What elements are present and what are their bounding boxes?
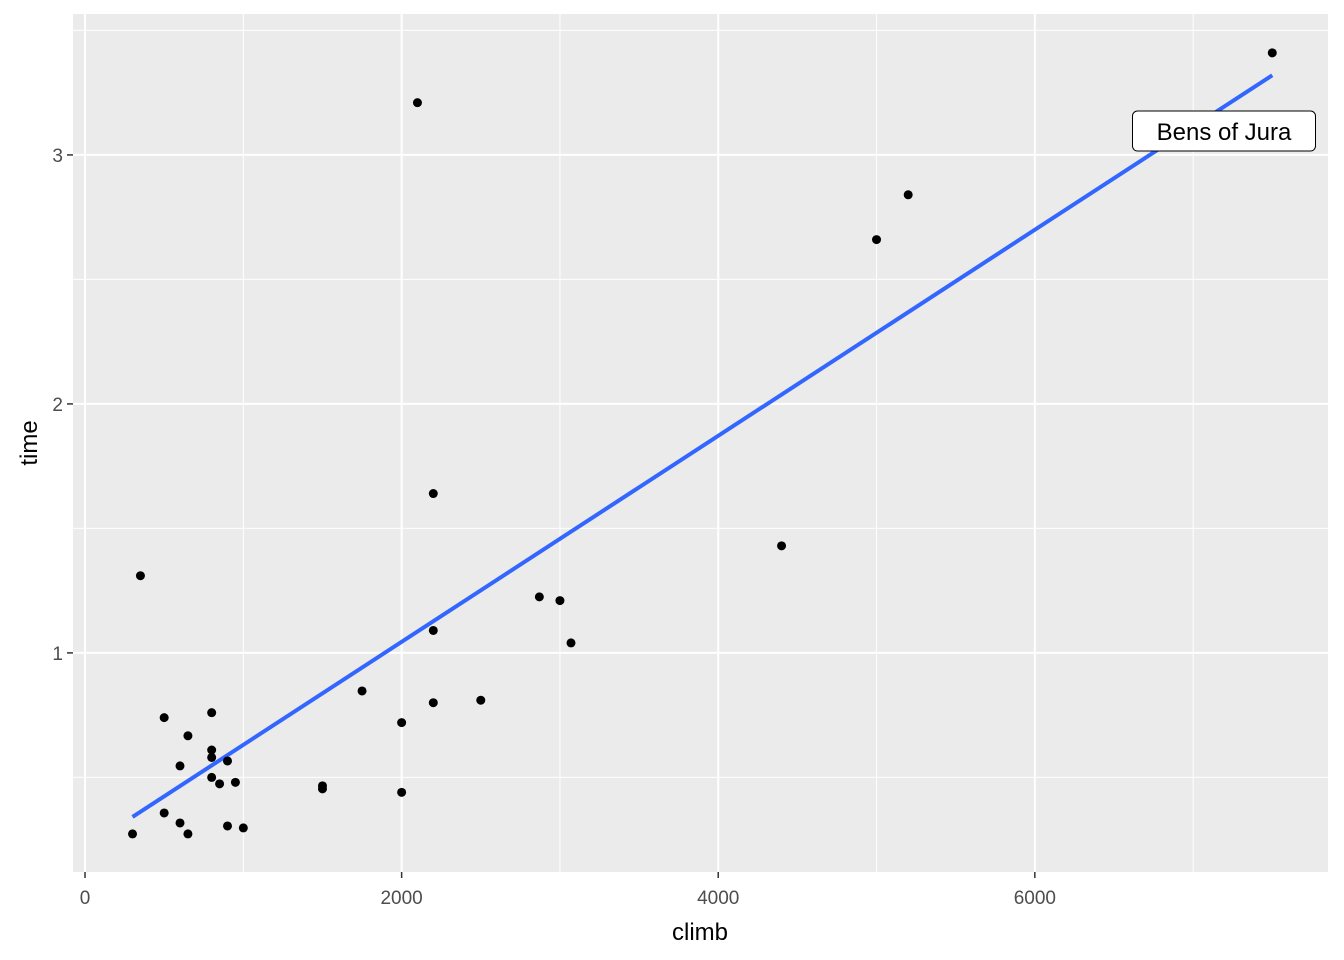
x-axis-title: climb (672, 919, 728, 946)
data-point (1267, 48, 1277, 58)
y-axis-title: time (16, 420, 43, 465)
x-tick-label: 4000 (697, 888, 739, 909)
data-point (207, 752, 217, 762)
plot-panel (73, 14, 1328, 872)
x-tick-label: 2000 (380, 888, 422, 909)
data-point (903, 190, 913, 200)
x-tick-label: 6000 (1014, 888, 1056, 909)
data-point (428, 625, 438, 635)
data-point (428, 698, 438, 708)
data-point (215, 779, 225, 789)
data-point (223, 821, 233, 831)
data-point (175, 761, 185, 771)
data-point (238, 823, 248, 833)
data-point (207, 772, 217, 782)
axes: 0 2000 4000 6000 1 2 3 (52, 146, 1056, 909)
data-point (223, 756, 233, 766)
annotations: Bens of Jura (1131, 110, 1316, 152)
data-point (230, 777, 240, 787)
data-point (183, 731, 193, 741)
data-point (159, 808, 169, 818)
annotation-label-box (1131, 110, 1316, 152)
data-point (397, 787, 407, 797)
fit-line-group (131, 73, 1274, 819)
data-point (412, 98, 422, 108)
data-point (555, 596, 565, 606)
data-point (135, 571, 145, 581)
data-point (317, 784, 327, 794)
y-tick-label: 1 (52, 644, 63, 665)
data-point (207, 745, 217, 755)
annotation-label: Bens of Jura (1157, 119, 1292, 146)
data-point (476, 695, 486, 705)
data-point (357, 686, 367, 696)
data-point (183, 829, 193, 839)
data-point (207, 708, 217, 718)
data-point (428, 489, 438, 499)
data-point (566, 638, 576, 648)
y-tick-label: 2 (52, 395, 63, 416)
data-point (872, 235, 882, 245)
grid (73, 14, 1328, 872)
data-point (777, 541, 787, 551)
fit-line (131, 73, 1274, 819)
data-point (534, 592, 544, 602)
data-point (128, 829, 138, 839)
data-point (175, 818, 185, 828)
points-group (128, 48, 1277, 839)
x-tick-label: 0 (80, 888, 91, 909)
data-point (159, 713, 169, 723)
data-point (397, 718, 407, 728)
y-tick-label: 3 (52, 146, 63, 167)
